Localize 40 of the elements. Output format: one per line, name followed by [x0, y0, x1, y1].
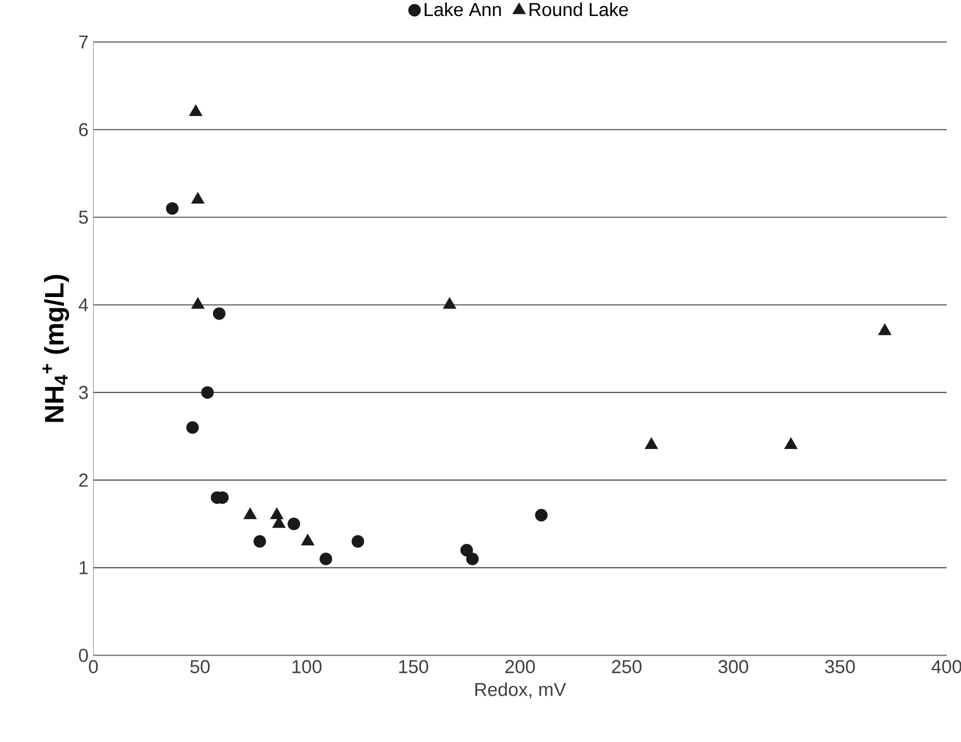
point: [535, 508, 548, 522]
x-tick-label: 250: [612, 660, 642, 674]
point: [191, 297, 204, 309]
point: [878, 324, 892, 336]
point: [466, 552, 479, 566]
y-tick-label: 7: [79, 36, 88, 48]
point: [644, 437, 658, 449]
point: [186, 421, 199, 434]
point: [352, 535, 364, 548]
y-tick-label: 0: [78, 648, 88, 662]
point: [253, 535, 266, 548]
point: [288, 518, 300, 530]
x-tick-label: 100: [292, 660, 322, 674]
point: [201, 386, 214, 399]
x-tick-label: 200: [505, 660, 535, 674]
legend-label: Lake Ann: [424, 2, 501, 16]
y-tick-label: 6: [79, 122, 88, 136]
point: [212, 307, 226, 320]
point: [460, 544, 473, 556]
y-tick-label: 3: [78, 386, 88, 400]
x-tick-label: 300: [718, 660, 748, 674]
y-tick-label: 2: [79, 474, 88, 487]
point: [191, 192, 204, 204]
y-tick-label: 5: [79, 210, 88, 224]
point: [301, 534, 314, 546]
point: [189, 104, 202, 116]
y-tick-label: 1: [80, 561, 88, 574]
point: [320, 552, 332, 566]
x-tick-label: 50: [190, 660, 210, 674]
y-tick-label: 4: [78, 298, 88, 312]
point: [442, 297, 456, 309]
legend-label: Round Lake: [530, 2, 628, 16]
y-axis-title: NH$_{4}$$^{+}$ (mg/L): [42, 274, 70, 422]
point: [270, 508, 284, 520]
x-axis-title: Redox, mV: [475, 682, 566, 698]
x-tick-label: 350: [825, 660, 855, 674]
x-tick-label: 150: [399, 660, 428, 674]
point: [244, 508, 257, 520]
x-tick-label: 0: [88, 660, 98, 674]
point: [784, 437, 798, 449]
